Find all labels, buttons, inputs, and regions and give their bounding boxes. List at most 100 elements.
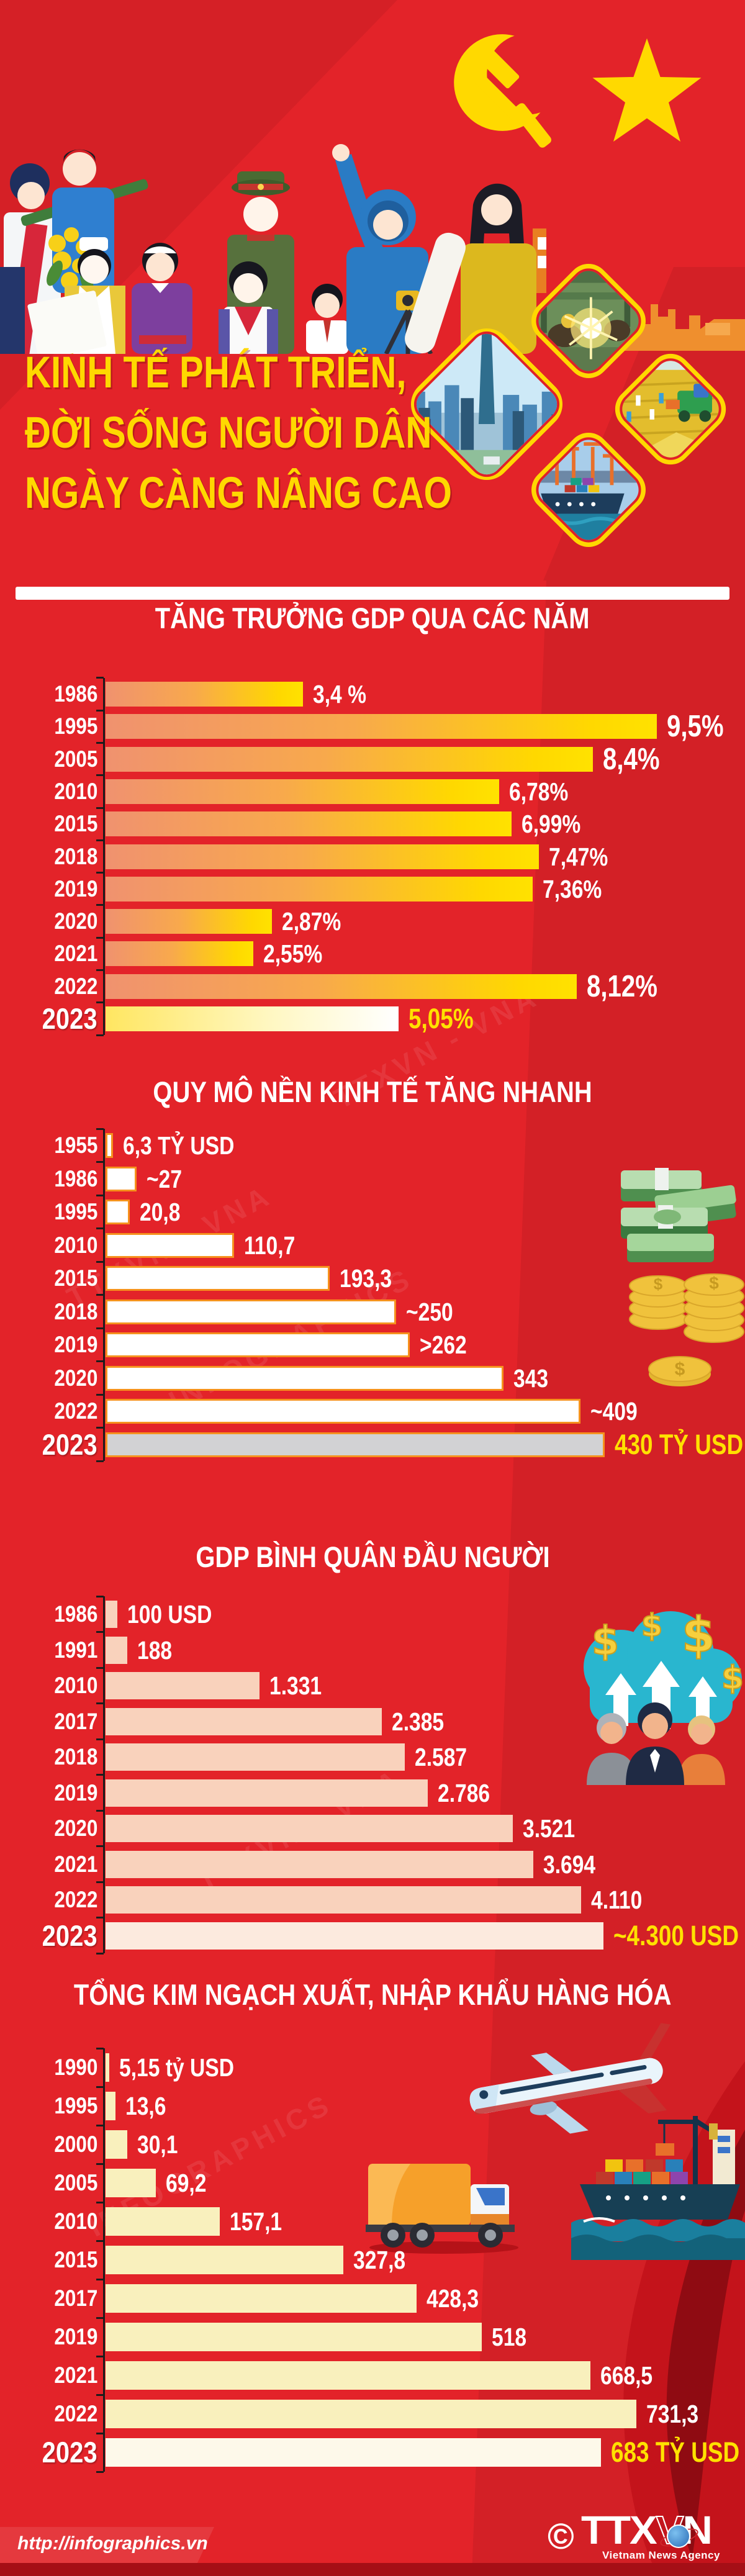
value-label: 2.385 bbox=[391, 1707, 444, 1736]
axis-tick bbox=[96, 936, 104, 939]
bar-2015 bbox=[106, 2246, 344, 2274]
skyline-silhouette bbox=[615, 304, 745, 351]
value-label: 428,3 bbox=[426, 2284, 479, 2313]
bar-1955 bbox=[106, 1133, 113, 1158]
axis-tick bbox=[96, 1161, 104, 1164]
ttxvn-logo: © TTXVN Vietnam News Agency bbox=[545, 2507, 745, 2569]
value-label: 5,15 tỷ USD bbox=[119, 2053, 235, 2082]
bar-2005 bbox=[106, 746, 594, 772]
value-label: 13,6 bbox=[125, 2092, 166, 2120]
infographics-url[interactable]: http://infographics.vn bbox=[17, 2533, 208, 2554]
axis-tick bbox=[96, 1917, 104, 1919]
year-label: 2005 bbox=[54, 746, 97, 772]
year-label: 2023 bbox=[42, 1918, 97, 1952]
value-label: 30,1 bbox=[137, 2130, 178, 2159]
year-label: 2010 bbox=[54, 778, 97, 804]
value-label: ~27 bbox=[147, 1164, 183, 1193]
bar-2010 bbox=[106, 1672, 260, 1699]
value-label: 2.587 bbox=[415, 1743, 467, 1771]
value-label: 2.786 bbox=[438, 1778, 490, 1807]
year-label: 2019 bbox=[54, 1332, 97, 1357]
money-stack-illustration: $ $ $ bbox=[621, 1168, 744, 1386]
year-label: 1986 bbox=[54, 681, 97, 707]
axis-tick bbox=[96, 2393, 104, 2396]
copyright-icon: © bbox=[548, 2516, 574, 2557]
value-label: 6,3 TỶ USD bbox=[122, 1131, 235, 1160]
value-label: 110,7 bbox=[244, 1231, 296, 1260]
axis-tick bbox=[96, 1427, 104, 1429]
axis-tick bbox=[96, 2278, 104, 2280]
bar-1986 bbox=[106, 682, 303, 707]
gdp-per-capita-illustration: $ $ $ $ bbox=[584, 1607, 744, 1785]
bar-2017 bbox=[106, 1707, 382, 1735]
svg-text:$: $ bbox=[675, 1359, 685, 1380]
axis-tick bbox=[96, 839, 104, 841]
year-label: 2015 bbox=[54, 811, 97, 837]
year-label: 2005 bbox=[54, 2170, 97, 2195]
year-label: 2019 bbox=[54, 2324, 97, 2349]
axis-tick bbox=[96, 872, 104, 874]
value-label: 1.331 bbox=[269, 1671, 322, 1700]
bar-1986 bbox=[106, 1166, 137, 1191]
bar-2015 bbox=[106, 811, 512, 837]
globe-icon bbox=[667, 2524, 690, 2548]
watermark: INFOGRAPHICS bbox=[163, 1261, 418, 1417]
watermark: TTXVN - VNA bbox=[61, 1178, 278, 1314]
year-label: 2019 bbox=[54, 875, 97, 902]
axis-tick bbox=[96, 1738, 104, 1740]
bar-2000 bbox=[106, 2130, 128, 2159]
year-label: 2023 bbox=[42, 1427, 97, 1461]
year-label: 1986 bbox=[54, 1601, 97, 1627]
axis-tick bbox=[96, 1631, 104, 1634]
svg-text:$: $ bbox=[641, 1607, 663, 1643]
bar-1986 bbox=[106, 1601, 117, 1628]
year-label: 1990 bbox=[54, 2054, 97, 2080]
axis-tick bbox=[96, 2432, 104, 2434]
bar-2018 bbox=[106, 844, 540, 869]
axis-tick bbox=[96, 1128, 104, 1130]
axis-tick bbox=[96, 904, 104, 906]
year-label: 2021 bbox=[54, 941, 97, 967]
axis-tick bbox=[96, 1360, 104, 1363]
value-label: 188 bbox=[137, 1635, 173, 1665]
truck-icon bbox=[366, 2164, 518, 2254]
axis-tick bbox=[96, 1881, 104, 1883]
footer-strip bbox=[0, 2527, 214, 2563]
axis-tick bbox=[96, 1393, 104, 1396]
axis-tick bbox=[96, 1666, 104, 1669]
axis-tick bbox=[96, 969, 104, 972]
year-label: 1995 bbox=[54, 1199, 97, 1224]
axis-tick bbox=[96, 741, 104, 744]
watermark: TTXVN - VNA bbox=[192, 1762, 408, 1897]
year-label: 2022 bbox=[54, 1887, 97, 1912]
axis-tick bbox=[96, 1774, 104, 1776]
axis-tick bbox=[96, 709, 104, 712]
bar-1995 bbox=[106, 2092, 115, 2120]
axis-tick bbox=[96, 1702, 104, 1705]
year-label: 2022 bbox=[54, 1398, 97, 1424]
year-label: 2021 bbox=[54, 1851, 97, 1877]
page-title-line1: KINH TẾ PHÁT TRIỂN, bbox=[25, 348, 407, 397]
year-label: 2010 bbox=[54, 1673, 97, 1698]
year-label: 2017 bbox=[54, 1708, 97, 1734]
header-divider bbox=[16, 587, 729, 600]
year-label: 2000 bbox=[54, 2131, 97, 2157]
axis-tick bbox=[96, 2162, 104, 2165]
axis-tick bbox=[96, 1595, 104, 1598]
bar-2019 bbox=[106, 876, 533, 902]
year-label: 2021 bbox=[54, 2362, 97, 2388]
year-label: 1991 bbox=[54, 1637, 97, 1663]
year-label: 2023 bbox=[42, 1002, 97, 1035]
axis-tick bbox=[96, 774, 104, 777]
watermark: INFOGRAPHICS bbox=[83, 2087, 338, 2243]
axis-tick bbox=[96, 1194, 104, 1196]
year-label: 2019 bbox=[54, 1779, 97, 1805]
chart-axis bbox=[103, 2048, 105, 2472]
year-label: 1995 bbox=[54, 2093, 97, 2118]
svg-text:$: $ bbox=[709, 1273, 719, 1293]
value-label: 157,1 bbox=[229, 2207, 282, 2236]
bar-2020 bbox=[106, 909, 273, 934]
year-label: 2018 bbox=[54, 1744, 97, 1769]
year-label: 2022 bbox=[54, 973, 97, 999]
